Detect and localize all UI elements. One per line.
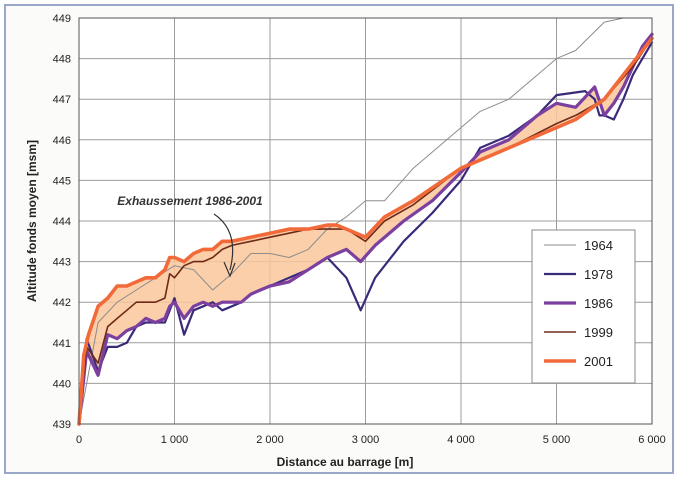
- y-tick-label: 440: [53, 378, 71, 390]
- x-tick-label: 1 000: [161, 434, 189, 446]
- x-tick-label: 4 000: [447, 434, 475, 446]
- x-tick-label: 5 000: [543, 434, 571, 446]
- x-tick-label: 0: [76, 434, 82, 446]
- y-tick-label: 448: [53, 54, 71, 66]
- y-tick-label: 446: [53, 135, 71, 147]
- legend-label-1986: 1986: [584, 296, 613, 311]
- y-tick-label: 441: [53, 338, 71, 350]
- y-tick-labels: 439 440 441 442 443 444 445 446 447 448 449: [53, 13, 71, 431]
- x-tick-label: 3 000: [352, 434, 380, 446]
- x-tick-labels: 0 1 000 2 000 3 000 4 000 5 000 6 000: [76, 434, 666, 446]
- y-tick-label: 445: [53, 175, 71, 187]
- y-axis-label: Altitude fonds moyen [msm]: [25, 140, 39, 302]
- legend: 1964 1978 1986 1999 2001: [531, 229, 636, 384]
- y-tick-label: 439: [53, 419, 71, 431]
- y-tick-label: 447: [53, 94, 71, 106]
- legend-label-1964: 1964: [584, 238, 613, 253]
- series-lines: [77, 17, 654, 426]
- legend-label-2001: 2001: [584, 354, 613, 369]
- y-tick-label: 449: [53, 13, 71, 25]
- legend-box: [531, 229, 636, 384]
- series-line-1986: [77, 32, 654, 426]
- annotation-label: Exhaussement 1986-2001: [117, 194, 263, 208]
- series-line-1978: [77, 41, 654, 426]
- x-tick-label: 6 000: [638, 434, 666, 446]
- y-tick-label: 443: [53, 257, 71, 269]
- legend-label-1999: 1999: [584, 325, 613, 340]
- plot-border: [78, 17, 653, 425]
- y-tick-label: 444: [53, 216, 71, 228]
- series-line-2001: [77, 36, 654, 426]
- legend-label-1978: 1978: [584, 267, 613, 282]
- annotation-arrowhead: [223, 261, 236, 278]
- annotation-arrow: [213, 213, 234, 271]
- x-tick-label: 2 000: [256, 434, 284, 446]
- y-tick-label: 442: [53, 297, 71, 309]
- x-axis-label: Distance au barrage [m]: [277, 455, 414, 469]
